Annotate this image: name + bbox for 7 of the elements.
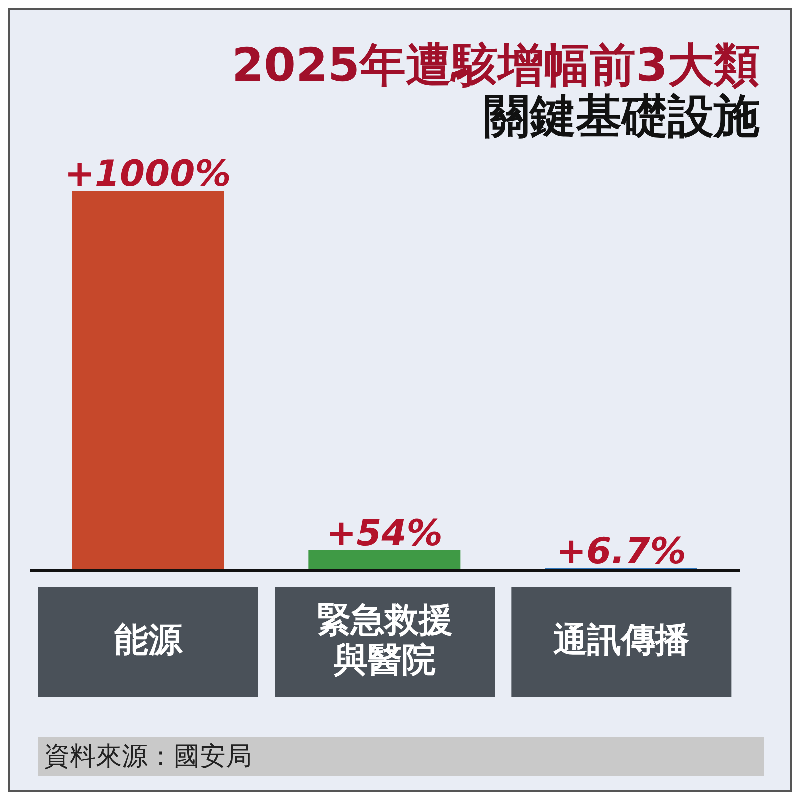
data-label: +54% [326, 514, 443, 555]
x-tick-label: 通訊傳播 [554, 620, 690, 660]
x-tick-label: 緊急救援與醫院 [317, 600, 453, 680]
data-label: +1000% [64, 154, 232, 196]
x-tick-label: 能源 [114, 620, 184, 660]
source-note: 資料來源：國安局 [38, 737, 764, 776]
data-label: +6.7% [556, 532, 686, 573]
